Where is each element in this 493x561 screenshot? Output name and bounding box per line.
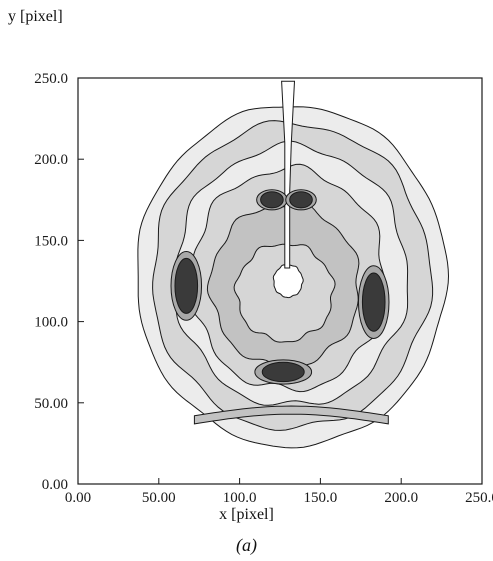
x-tick-label: 200.0 <box>384 490 418 506</box>
peak-4 <box>289 191 313 209</box>
y-tick-label: 50.00 <box>34 396 68 412</box>
y-tick-label: 200.0 <box>34 152 68 168</box>
x-tick-label: 150.0 <box>304 490 338 506</box>
y-tick-label: 250.0 <box>34 71 68 87</box>
contour-hole <box>272 264 304 299</box>
figure-caption: (a) <box>236 535 257 555</box>
x-tick-label: 100.0 <box>223 490 257 506</box>
peak-3 <box>260 191 284 209</box>
x-tick-label: 0.00 <box>65 490 91 506</box>
peak-1 <box>361 272 386 332</box>
y-axis-label: y [pixel] <box>8 8 63 25</box>
x-tick-label: 250.0 <box>465 490 493 506</box>
y-tick-label: 100.0 <box>34 315 68 331</box>
contour-lower-arc <box>193 405 389 425</box>
y-tick-label: 0.00 <box>42 477 68 493</box>
x-tick-label: 50.00 <box>142 490 176 506</box>
y-tick-label: 150.0 <box>34 233 68 249</box>
x-axis-label: x [pixel] <box>219 506 274 523</box>
peak-0 <box>174 257 199 314</box>
peak-2 <box>261 361 305 383</box>
contour-slit <box>281 80 296 269</box>
